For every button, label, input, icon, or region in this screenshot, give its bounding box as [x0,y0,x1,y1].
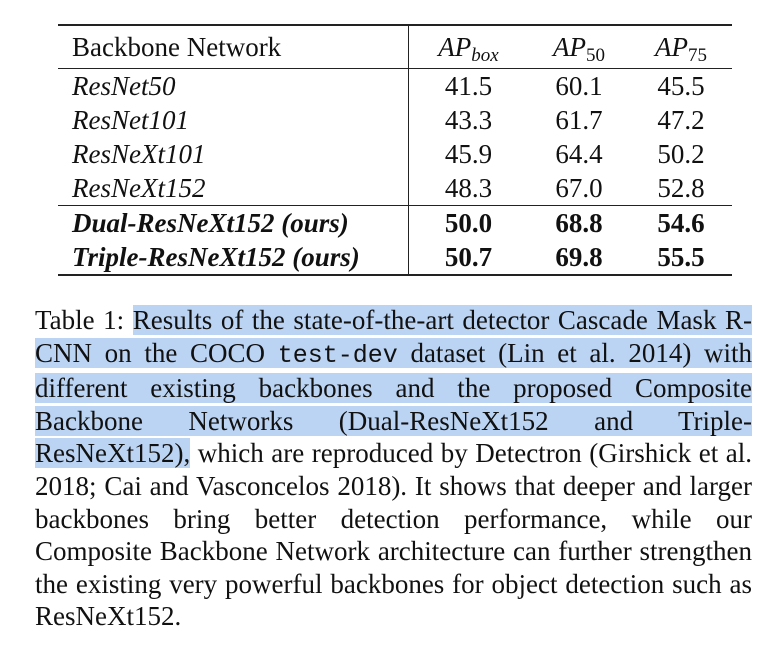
caption-text: dataset (Lin et al. 2014) with different… [35,337,753,469]
backbone-name: Triple-ResNeXt152 (ours) [58,240,409,275]
ap-value: 48.3 [444,173,493,203]
ap-value: 64.4 [555,139,603,169]
caption-label: Table 1: [35,305,125,335]
ap-value: 69.8 [555,242,603,272]
ap-value: 47.2 [657,105,705,135]
header-sub: 75 [688,45,707,66]
ap-value: 54.6 [657,208,705,238]
backbone-name: ResNet50 [58,68,409,103]
table-row: ResNeXt152 48.3 67.0 52.8 [58,171,732,206]
caption-text: which are reproduced by Detectron (Girsh… [35,438,752,632]
backbone-name: ResNeXt152 [58,171,409,206]
header-sub: box [471,45,499,66]
caption-code: test-dev [277,340,398,370]
backbone-name: Dual-ResNeXt152 (ours) [58,205,409,240]
ap-value: 52.8 [657,173,705,203]
results-table: Backbone Network APbox AP50 AP75 ResNet5… [58,24,732,276]
header-main: AP [655,32,688,62]
ap-value: 67.0 [555,173,603,203]
backbone-name: ResNet101 [58,103,409,137]
ap-value: 60.1 [555,71,603,101]
table-body: ResNet50 41.5 60.1 45.5 ResNet101 43.3 61.7 47.… [58,68,732,275]
ap-value: 43.3 [444,105,493,135]
table-row: ResNet101 43.3 61.7 47.2 [58,103,732,137]
header-name: Backbone Network [58,25,409,69]
ap-value: 50.7 [444,242,493,272]
table-row: ResNet50 41.5 60.1 45.5 [58,68,732,103]
ap-value: 50.2 [657,139,705,169]
ap-value: 50.0 [444,208,493,238]
header-col: AP50 [528,25,630,69]
table-row: Triple-ResNeXt152 (ours) 50.7 69.8 55.5 [58,240,732,275]
table-row: ResNeXt101 45.9 64.4 50.2 [58,137,732,171]
header-sub: 50 [586,45,605,66]
caption-highlight: Results of the state-of-the-art detector… [35,305,753,469]
ap-value: 68.8 [555,208,603,238]
ap-value: 45.5 [657,71,705,101]
table-header: Backbone Network APbox AP50 AP75 [58,25,732,69]
header-main: AP [553,32,586,62]
header-col: AP75 [630,25,732,69]
caption-text: Results of the state-of-the-art detector… [35,305,753,368]
ap-value: 45.9 [444,139,493,169]
header-row: Backbone Network APbox AP50 AP75 [58,25,732,69]
ap-value: 61.7 [555,105,603,135]
table-row: Dual-ResNeXt152 (ours) 50.0 68.8 54.6 [58,205,732,240]
ap-value: 55.5 [657,242,705,272]
header-col: APbox [409,25,529,69]
header-main: AP [438,32,472,62]
caption: Table 1: Results of the state-of-the-art… [35,304,753,633]
ap-value: 41.5 [444,71,493,101]
backbone-name: ResNeXt101 [58,137,409,171]
